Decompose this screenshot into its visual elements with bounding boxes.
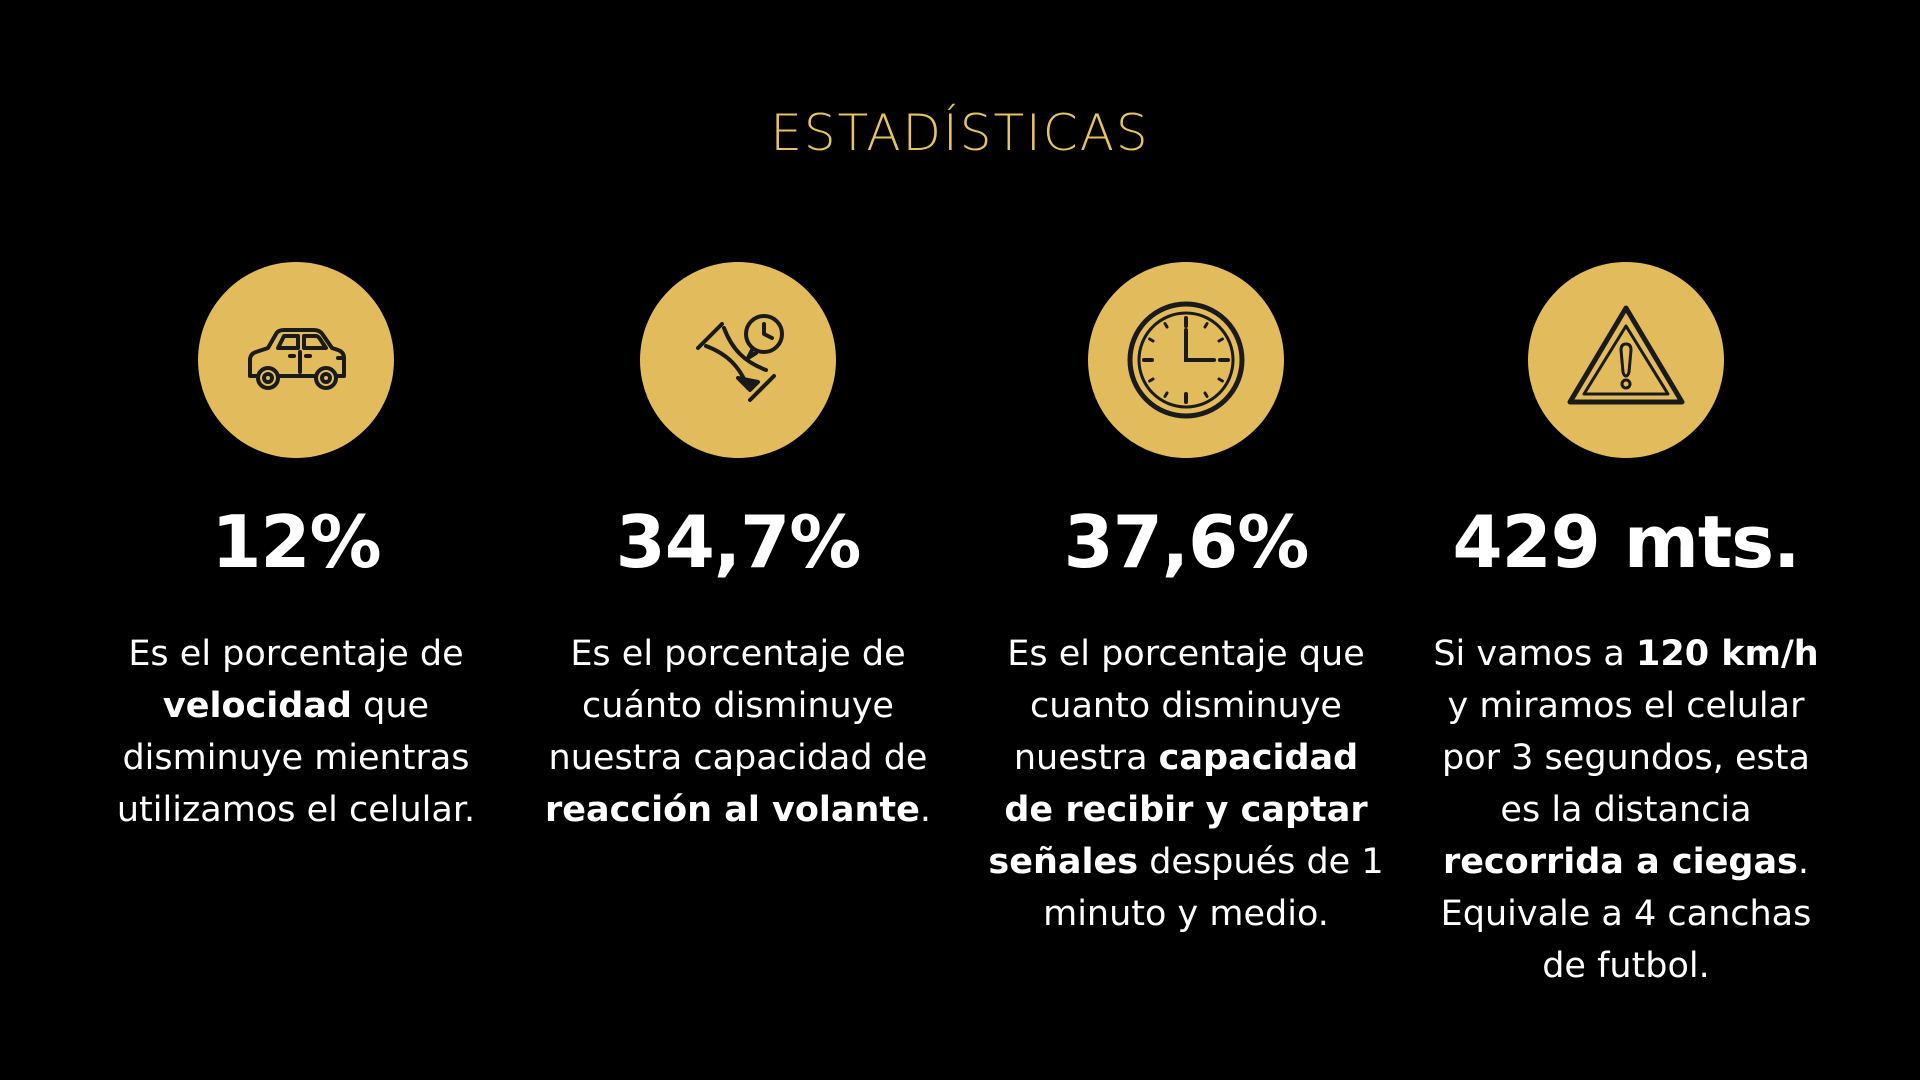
description-text: y miramos el celular por 3 segundos, est…	[1442, 686, 1810, 830]
icon-circle	[198, 262, 394, 458]
stat-description: Es el porcentaje de velocidad que dismin…	[96, 628, 496, 836]
highlight-text: velocidad	[162, 686, 352, 726]
description-text: Es el porcentaje de	[128, 634, 464, 674]
stat-card-distance: 429 mts. Si vamos a 120 km/h y miramos e…	[1416, 262, 1836, 992]
description-text: Es el porcentaje de cuánto disminuye nue…	[548, 634, 928, 778]
description-text: después de 1 minuto y medio.	[1043, 842, 1384, 934]
hourglass-clock-icon	[696, 314, 784, 402]
highlight-text: 120 km/h	[1635, 634, 1819, 674]
stat-description: Si vamos a 120 km/h y miramos el celular…	[1426, 628, 1826, 992]
warning-icon	[1567, 305, 1685, 405]
stat-value: 34,7%	[615, 500, 862, 584]
stat-card-signals: 37,6% Es el porcentaje que cuanto dismin…	[976, 262, 1396, 940]
description-text: Es el porcentaje que cuanto disminuye nu…	[1007, 634, 1365, 778]
stat-value: 12%	[211, 500, 381, 584]
highlight-text: capacidad de recibir y captar señales	[988, 738, 1368, 882]
stat-description: Es el porcentaje de cuánto disminuye nue…	[538, 628, 938, 836]
stat-value: 429 mts.	[1452, 500, 1800, 584]
stat-description: Es el porcentaje que cuanto disminuye nu…	[986, 628, 1386, 940]
highlight-text: reacción al volante	[544, 790, 920, 830]
description-text: .	[919, 790, 932, 830]
car-icon	[248, 328, 346, 390]
stat-value: 37,6%	[1063, 500, 1310, 584]
description-text: que disminuye mientras utilizamos el cel…	[116, 686, 476, 830]
highlight-text: recorrida a ciegas	[1442, 842, 1798, 882]
stat-card-speed: 12% Es el porcentaje de velocidad que di…	[86, 262, 506, 836]
icon-circle	[1088, 262, 1284, 458]
page-title: ESTADÍSTICAS	[770, 104, 1150, 162]
clock-icon	[1127, 301, 1245, 419]
description-text: Si vamos a	[1433, 634, 1636, 674]
icon-circle	[1528, 262, 1724, 458]
stat-card-reaction: 34,7% Es el porcentaje de cuánto disminu…	[528, 262, 948, 836]
icon-circle	[640, 262, 836, 458]
description-text: . Equivale a 4 canchas de futbol.	[1440, 842, 1812, 986]
